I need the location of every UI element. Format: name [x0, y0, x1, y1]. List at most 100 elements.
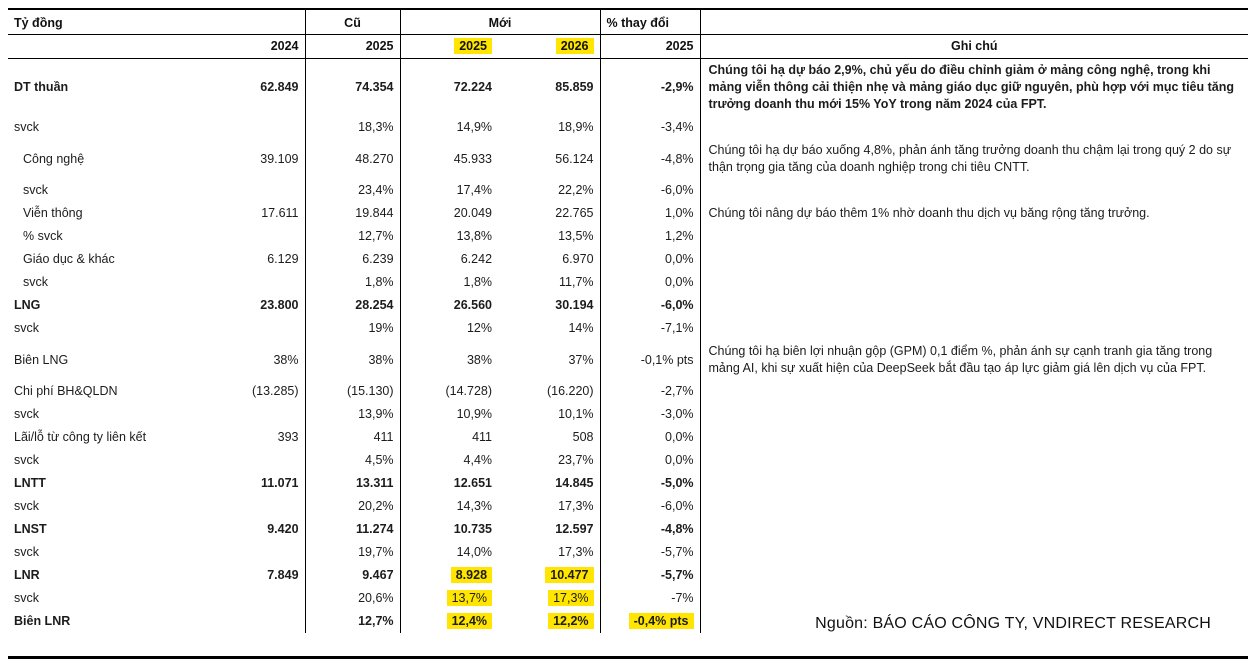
value-y2024: 17.611 [261, 206, 299, 220]
highlighted-value: -0,4% pts [628, 613, 694, 629]
value-new26: 10.477 [498, 564, 600, 587]
value-old: 11.274 [304, 518, 401, 541]
value-new25: 20.049 [399, 202, 499, 225]
value-new26: 23,7% [558, 453, 594, 467]
note-cell: Chúng tôi nâng dự báo thêm 1% nhờ doanh … [699, 202, 1249, 225]
note-cell [699, 610, 1249, 633]
row-label: LNST [14, 522, 47, 536]
value-chg: -2,9% [599, 58, 701, 116]
value-chg: -4,8% [599, 518, 701, 541]
value-chg: -6,0% [599, 294, 701, 317]
value-y2024 [205, 225, 305, 248]
highlighted-value: 17,3% [548, 590, 594, 606]
group-header-old: Cũ [304, 10, 401, 35]
value-chg: -3,0% [599, 403, 701, 426]
value-new25: 10,9% [399, 403, 499, 426]
row-label: svck [14, 545, 39, 559]
value-new25: 13,8% [399, 225, 499, 248]
value-old: 6.239 [304, 248, 401, 271]
note-cell [699, 564, 1249, 587]
note-cell [699, 317, 1249, 340]
row-label: Công nghệ [23, 151, 85, 166]
row-label: svck [23, 275, 48, 289]
bottom-rule [8, 656, 1248, 659]
value-y2024: 23.800 [260, 298, 299, 312]
value-y2024 [205, 317, 305, 340]
row-label: LNTT [14, 476, 46, 490]
note-cell [699, 495, 1249, 518]
value-old: 20,6% [304, 587, 401, 610]
note-cell: Chúng tôi hạ dự báo 2,9%, chủ yếu do điề… [699, 58, 1249, 116]
source-note: Nguồn: BÁO CÁO CÔNG TY, VNDIRECT RESEARC… [815, 615, 1211, 632]
value-new25: (14.728) [399, 380, 499, 403]
value-new25: 14,0% [399, 541, 499, 564]
table-row: svck 19,7% 14,0% 17,3% -5,7% [8, 541, 1249, 564]
year-header-new-2025: 2025 [399, 34, 499, 59]
value-new26: 11,7% [559, 275, 594, 289]
value-new26: 17,3% [498, 587, 600, 610]
value-new25: 12% [399, 317, 499, 340]
row-label: Giáo dục & khác [23, 252, 115, 266]
unit-label: Tỷ đồng [8, 10, 306, 35]
value-new26: 508 [572, 430, 594, 444]
top-rule [8, 8, 1248, 10]
value-new25: 14,9% [399, 116, 499, 139]
note-cell [699, 587, 1249, 610]
value-y2024 [205, 587, 305, 610]
value-new26: 14.845 [555, 476, 594, 490]
highlighted-value: 8.928 [450, 567, 493, 583]
row-label: LNG [14, 298, 41, 312]
value-old: 20,2% [304, 495, 401, 518]
value-old: 4,5% [304, 449, 401, 472]
forecast-table: Tỷ đồng Cũ Mới % thay đổi 2024 2025 2025… [8, 10, 1249, 633]
value-new25: 72.224 [399, 58, 499, 116]
value-chg: -5,7% [599, 564, 701, 587]
table-row: svck 13,9% 10,9% 10,1% -3,0% [8, 403, 1249, 426]
value-old: 74.354 [304, 58, 401, 116]
note-cell [699, 449, 1249, 472]
year-header-spacer [8, 34, 205, 59]
value-chg: -6,0% [599, 495, 701, 518]
row-label: DT thuần [14, 80, 69, 94]
row-label: % svck [23, 229, 63, 243]
year-header-2024: 2024 [205, 34, 306, 59]
note-cell: Chúng tôi hạ dự báo xuống 4,8%, phản ánh… [699, 139, 1249, 179]
year-header-row: 2024 2025 2025 2026 2025 Ghi chú [8, 34, 1249, 59]
value-new26: 56.124 [555, 151, 594, 166]
value-new26: 22,2% [558, 183, 594, 197]
value-new25: 13,7% [399, 587, 499, 610]
value-chg: 1,2% [599, 225, 701, 248]
row-label: Chi phí BH&QLDN [14, 384, 118, 398]
note-cell [699, 541, 1249, 564]
table-row: svck 20,2% 14,3% 17,3% -6,0% [8, 495, 1249, 518]
table-row: svck 1,8% 1,8% 11,7% 0,0% [8, 271, 1249, 294]
highlighted-value: 13,7% [446, 590, 493, 606]
value-new25: 8.928 [399, 564, 499, 587]
value-chg: -3,4% [599, 116, 701, 139]
value-old: 38% [304, 340, 401, 380]
table-row: Viễn thông 17.611 19.844 20.049 22.765 1,0% Ch… [8, 202, 1249, 225]
value-new25: 1,8% [399, 271, 499, 294]
table-row: LNR 7.849 9.467 8.928 10.477 -5,7% [8, 564, 1249, 587]
value-old: 48.270 [304, 139, 401, 179]
value-new26: 10,1% [558, 407, 594, 421]
table-row: svck 23,4% 17,4% 22,2% -6,0% [8, 179, 1249, 202]
table-body: DT thuần 62.849 74.354 72.224 85.859 -2,9% Chú… [8, 58, 1249, 633]
value-old: (15.130) [304, 380, 401, 403]
value-new26: (16.220) [546, 384, 594, 398]
note-cell [699, 426, 1249, 449]
value-chg: 0,0% [599, 426, 701, 449]
notes-header: Ghi chú [699, 34, 1249, 59]
highlighted-value: 12,4% [446, 613, 493, 629]
value-old: 12,7% [304, 610, 401, 633]
group-header-row: Tỷ đồng Cũ Mới % thay đổi [8, 10, 1249, 35]
table-row: % svck 12,7% 13,8% 13,5% 1,2% [8, 225, 1249, 248]
row-label: svck [14, 321, 39, 335]
value-chg: -6,0% [599, 179, 701, 202]
note-cell [699, 518, 1249, 541]
value-chg: -5,0% [599, 472, 701, 495]
value-new26: 18,9% [558, 120, 594, 134]
note-cell [699, 179, 1249, 202]
value-chg: -2,7% [599, 380, 701, 403]
